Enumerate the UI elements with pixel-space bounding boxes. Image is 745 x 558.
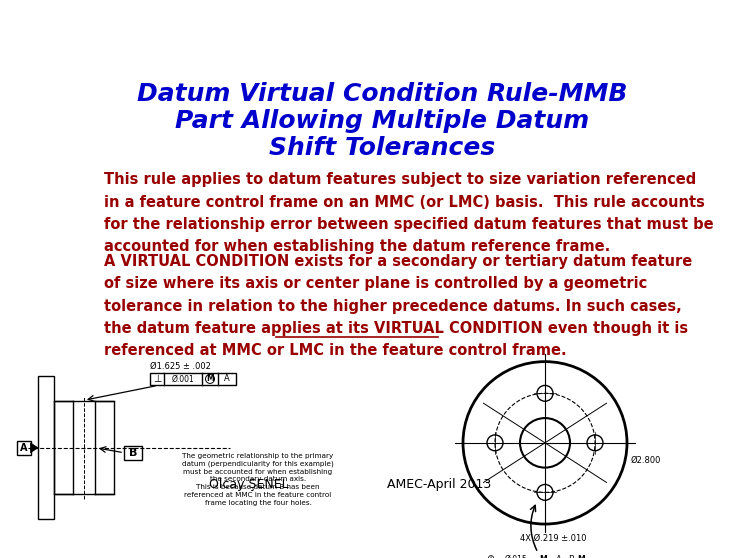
Text: B: B (129, 448, 137, 458)
Bar (16, 441, 31, 455)
Text: A: A (224, 374, 230, 383)
Text: M: M (206, 374, 214, 383)
Bar (150, 373, 236, 386)
Text: This rule applies to datum features subject to size variation referenced: This rule applies to datum features subj… (104, 172, 696, 187)
Text: ⊕: ⊕ (486, 554, 494, 558)
Text: M: M (577, 555, 585, 558)
Text: accounted for when establishing the datum reference frame.: accounted for when establishing the datu… (104, 239, 609, 254)
Text: the datum feature applies at its VIRTUAL CONDITION even though it is: the datum feature applies at its VIRTUAL… (104, 321, 688, 336)
Bar (124, 446, 142, 460)
Text: The geometric relationship to the primary
datum (perpendicularity for this examp: The geometric relationship to the primar… (182, 453, 334, 506)
Text: Part Allowing Multiple Datum: Part Allowing Multiple Datum (175, 109, 589, 133)
Text: ⊥: ⊥ (153, 374, 161, 384)
Text: Olcay ŞENEL: Olcay ŞENEL (209, 478, 289, 492)
Polygon shape (31, 443, 38, 453)
Text: AMEC-April 2013: AMEC-April 2013 (387, 478, 492, 492)
Text: for the relationship error between specified datum features that must be: for the relationship error between speci… (104, 217, 713, 232)
Text: tolerance in relation to the higher precedence datums. In such cases,: tolerance in relation to the higher prec… (104, 299, 681, 314)
Bar (38, 377, 54, 519)
Bar (54, 401, 114, 494)
Text: A: A (556, 555, 562, 558)
Text: 4X Ø.219 ±.010: 4X Ø.219 ±.010 (520, 533, 586, 542)
Text: of size where its axis or center plane is controlled by a geometric: of size where its axis or center plane i… (104, 276, 647, 291)
Text: Shift Tolerances: Shift Tolerances (269, 136, 495, 160)
Text: in a feature control frame on an MMC (or LMC) basis.  This rule accounts: in a feature control frame on an MMC (or… (104, 195, 704, 210)
Text: Ø1.625 ± .002: Ø1.625 ± .002 (150, 362, 211, 371)
Bar (483, 553, 585, 558)
Text: M: M (539, 555, 547, 558)
Text: Ø.015: Ø.015 (504, 555, 527, 558)
Text: B: B (568, 555, 574, 558)
Text: Ø.001: Ø.001 (171, 374, 194, 383)
Text: Ø2.800: Ø2.800 (631, 456, 662, 465)
Text: A: A (20, 443, 28, 453)
Text: A VIRTUAL CONDITION exists for a secondary or tertiary datum feature: A VIRTUAL CONDITION exists for a seconda… (104, 254, 692, 269)
Text: Datum Virtual Condition Rule-MMB: Datum Virtual Condition Rule-MMB (136, 82, 627, 106)
Text: referenced at MMC or LMC in the feature control frame.: referenced at MMC or LMC in the feature … (104, 343, 566, 358)
